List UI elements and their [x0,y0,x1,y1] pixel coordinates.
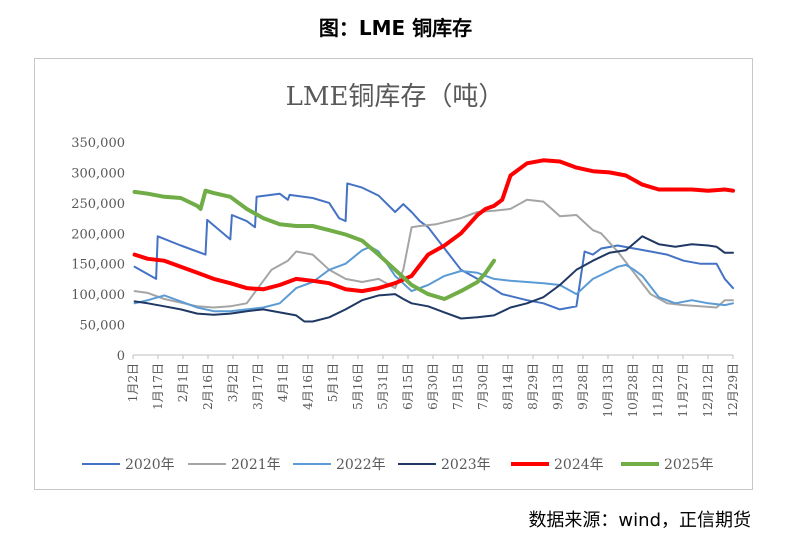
series-line-1 [133,182,734,311]
x-tick-label: 3月2日 [226,363,240,402]
y-tick-label: 100,000 [71,288,125,303]
chart-title: LME铜库存（吨） [286,82,505,112]
x-tick-label: 3月17日 [251,363,265,410]
x-tick-label: 11月27日 [676,363,690,418]
series-line-5 [132,158,735,294]
y-tick-label: 200,000 [71,227,125,242]
x-tick-label: 11月12日 [651,363,665,418]
y-tick-label: 300,000 [71,166,125,181]
x-tick-label: 10月28日 [626,363,640,418]
x-tick-label: 4月1日 [276,363,290,402]
source-note: 数据来源：wind，正信期货 [528,510,751,531]
legend-label: 2022年 [336,457,386,473]
x-tick-label: 12月12日 [701,363,715,418]
x-tick-label: 7月30日 [476,363,490,410]
x-tick-label: 4月16日 [301,363,315,410]
x-tick-label: 2月16日 [201,363,215,410]
chart-frame [34,58,753,490]
x-tick-label: 1月2日 [126,363,140,402]
series-line-2 [133,198,734,309]
x-tick-label: 6月15日 [401,363,415,410]
legend-label: 2021年 [231,457,281,473]
x-tick-label: 5月31日 [376,363,390,410]
x-tick-label: 5月1日 [326,363,340,402]
x-tick-label: 8月29日 [526,363,540,410]
x-tick-label: 6月30日 [426,363,440,410]
x-tick-label: 9月13日 [551,363,565,410]
series-line-6 [132,188,496,301]
y-tick-label: 150,000 [71,258,125,273]
legend-label: 2020年 [125,457,175,473]
legend-label: 2023年 [441,457,491,473]
y-tick-label: 0 [117,349,125,364]
series-line-3 [133,245,734,313]
y-tick-label: 250,000 [71,197,125,212]
y-tick-label: 350,000 [71,136,125,151]
x-tick-label: 5月16日 [351,363,365,410]
y-tick-label: 50,000 [80,319,126,334]
x-tick-label: 8月14日 [501,363,515,410]
figure-title: 图：LME 铜库存 [318,16,473,40]
x-tick-label: 9月28日 [576,363,590,410]
x-tick-label: 7月15日 [451,363,465,410]
legend-label: 2024年 [554,457,604,473]
x-tick-label: 12月29日 [726,363,740,418]
x-tick-label: 10月13日 [601,363,615,418]
legend-label: 2025年 [664,457,714,473]
series-line-4 [133,235,734,323]
x-tick-label: 1月17日 [151,363,165,410]
x-tick-label: 2月1日 [176,363,190,402]
